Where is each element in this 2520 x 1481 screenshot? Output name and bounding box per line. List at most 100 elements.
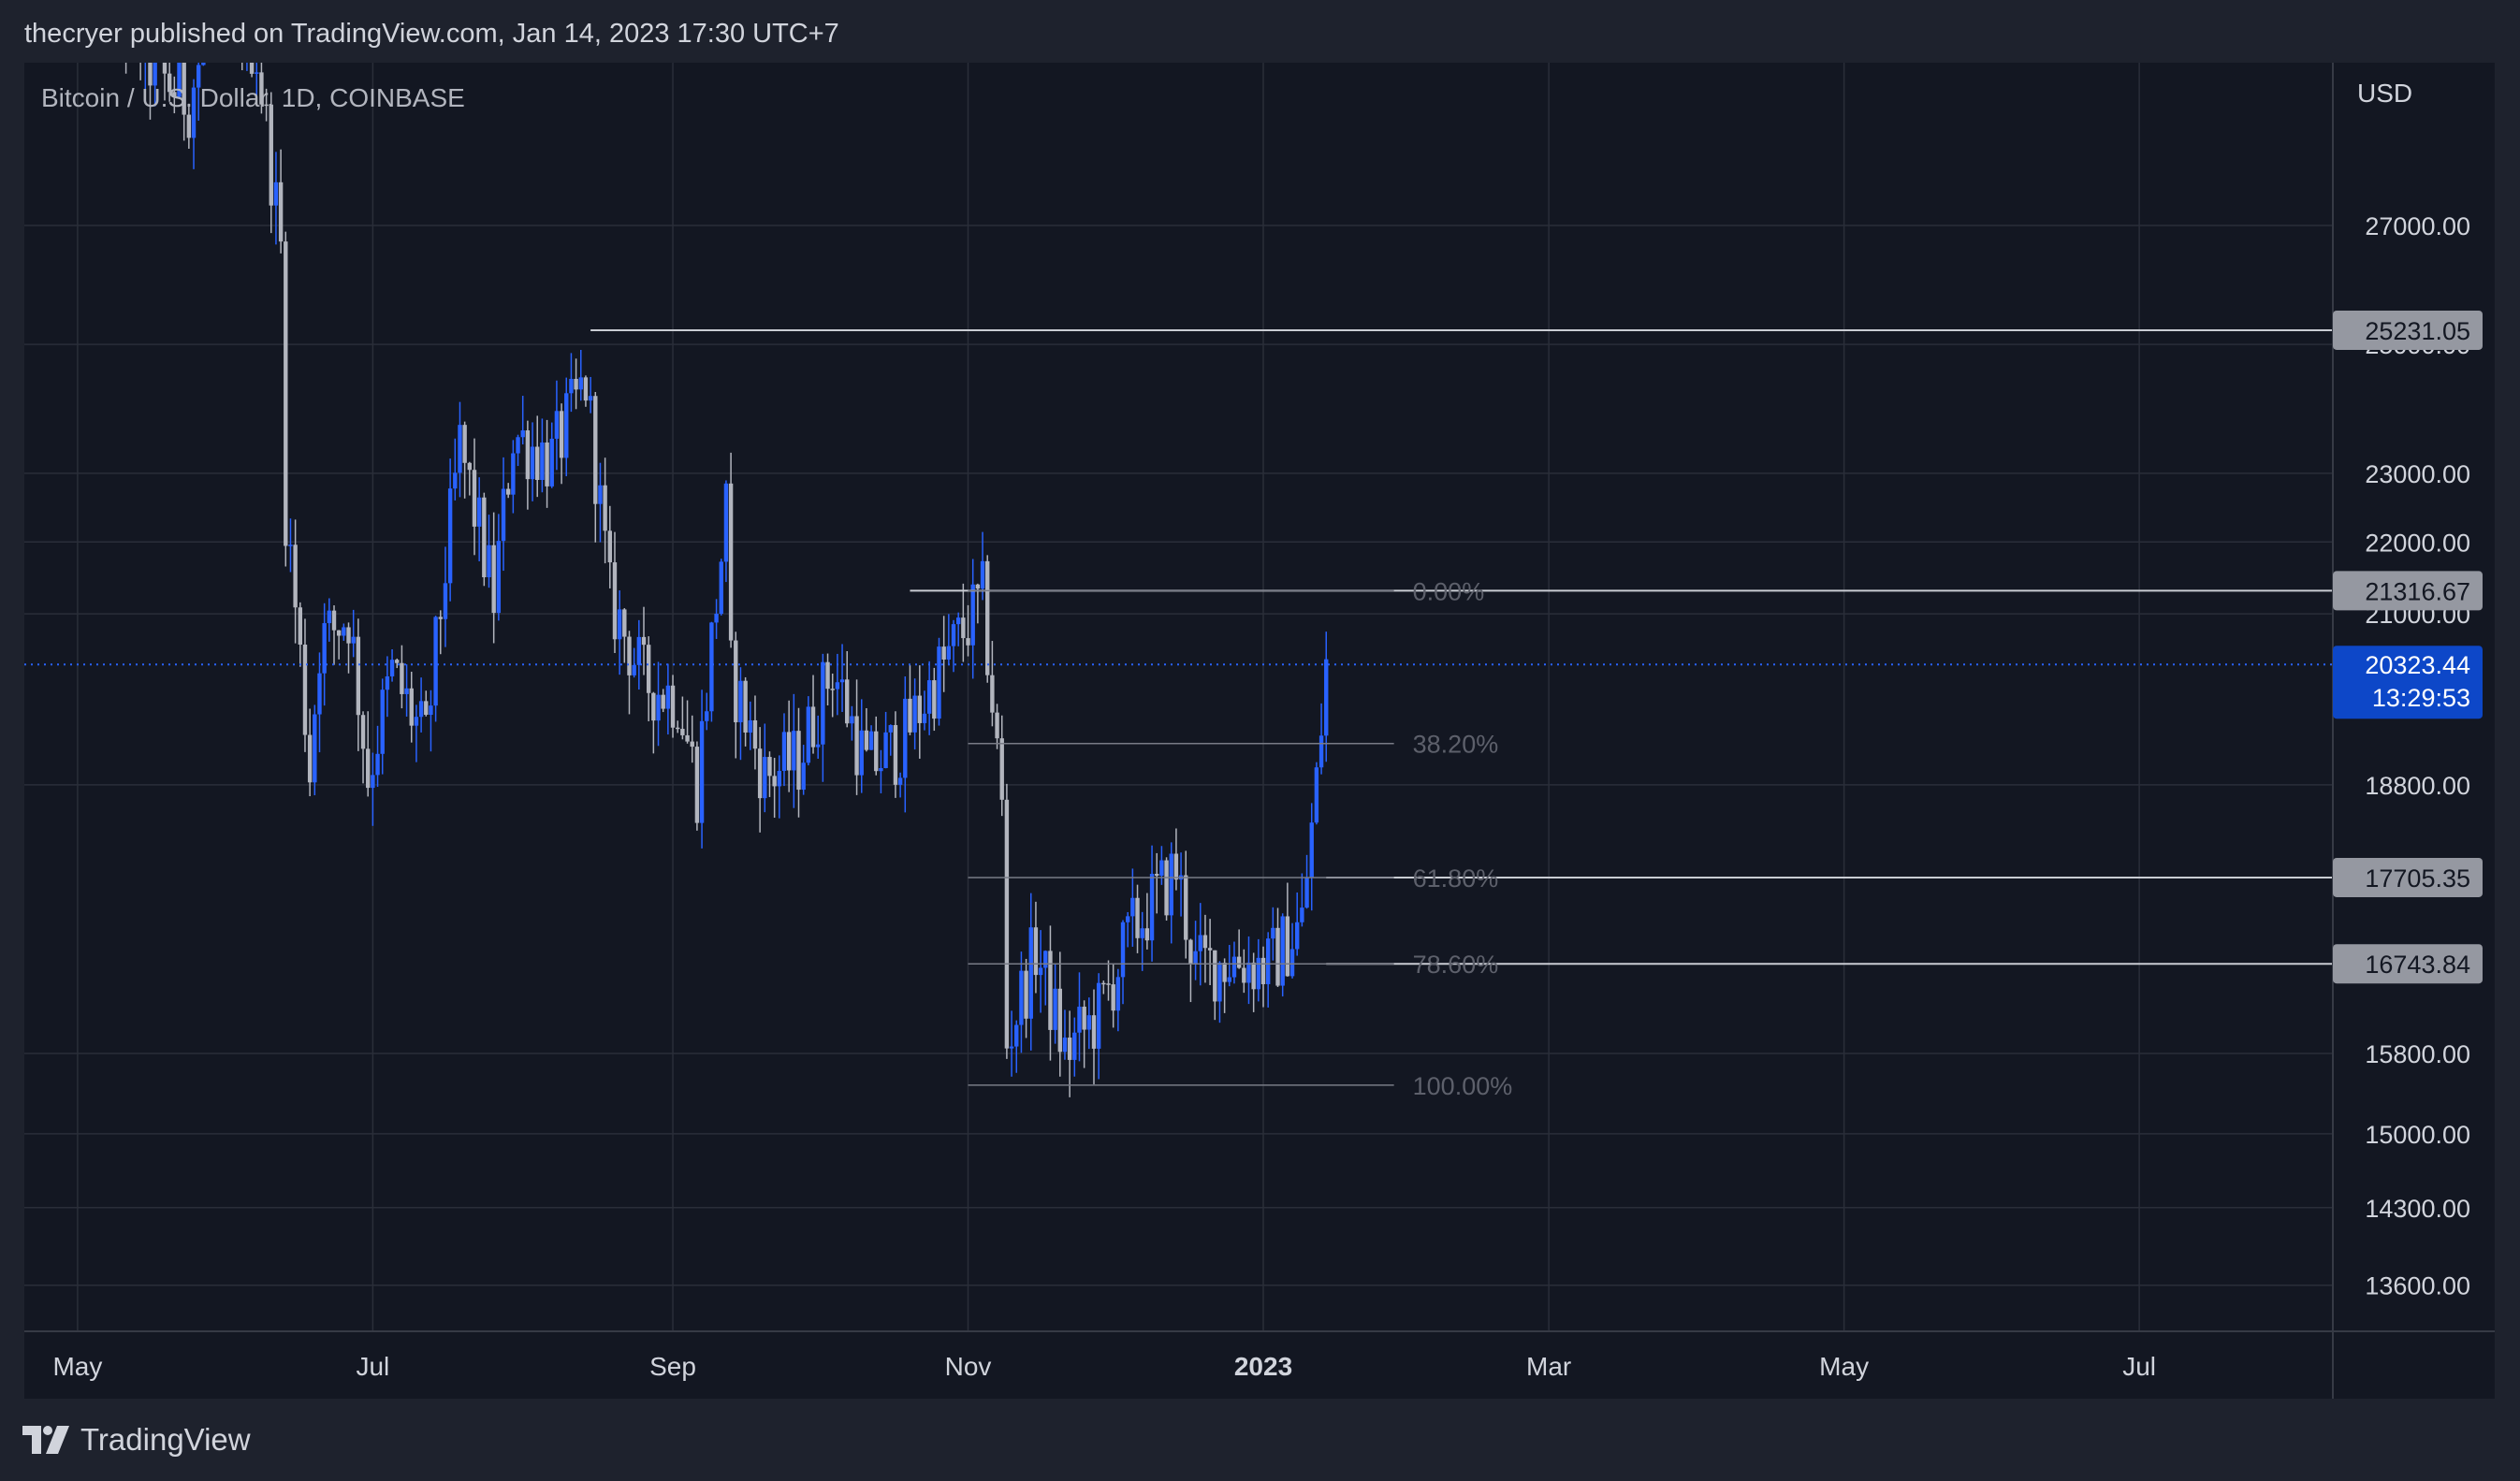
- candle-body: [835, 682, 840, 690]
- candle-body: [564, 393, 569, 458]
- candle-body: [676, 727, 680, 730]
- price-tick-label: 23000.00: [2365, 460, 2470, 488]
- candle-body: [162, 50, 168, 74]
- candle-body: [627, 636, 632, 675]
- candle-body: [1202, 935, 1208, 949]
- candle-body: [810, 706, 816, 748]
- candle-body: [859, 730, 864, 776]
- price-tag-label: 25231.05: [2365, 317, 2470, 345]
- candle-body: [578, 377, 583, 390]
- candle-body: [738, 680, 743, 723]
- candle-body: [796, 731, 801, 791]
- candle-body: [622, 609, 627, 637]
- candle-body: [603, 485, 607, 531]
- published-info: thecryer published on TradingView.com, J…: [24, 19, 839, 49]
- candle-body: [458, 425, 462, 473]
- candle-body: [734, 640, 738, 723]
- candle-body: [815, 744, 821, 748]
- candle-body: [443, 583, 448, 619]
- candle-body: [1135, 897, 1140, 938]
- candle-body: [897, 777, 903, 785]
- candle-body: [593, 396, 598, 504]
- candle-body: [530, 446, 535, 480]
- candle-body: [665, 685, 671, 709]
- candle-body: [1038, 967, 1043, 976]
- candle-body: [269, 104, 273, 206]
- candle-body: [1067, 1038, 1072, 1060]
- footer-brand[interactable]: TradingView: [22, 1415, 251, 1465]
- candle-body: [728, 483, 734, 641]
- price-tag-label: 16743.84: [2365, 951, 2470, 979]
- candle-body: [1314, 767, 1319, 823]
- price-tag: [2333, 944, 2483, 984]
- candle-body: [912, 695, 917, 733]
- candle-body: [400, 662, 404, 694]
- candle-body: [1227, 977, 1232, 982]
- candle-body: [191, 87, 197, 138]
- candle-body: [680, 729, 685, 735]
- candle-body: [371, 775, 375, 789]
- candle-body: [893, 725, 898, 785]
- candle-body: [903, 698, 908, 778]
- candle-body: [1198, 935, 1202, 951]
- candle-body: [346, 627, 351, 644]
- candle-body: [883, 732, 888, 769]
- candle-body: [429, 705, 433, 716]
- candle-body: [1251, 962, 1256, 990]
- price-tick-label: 14300.00: [2365, 1195, 2470, 1223]
- candle-body: [1144, 928, 1150, 941]
- candle-body: [331, 610, 337, 631]
- candle-body: [1057, 988, 1062, 1053]
- time-tick-label: 2023: [1234, 1352, 1292, 1381]
- candle-body: [1222, 963, 1227, 982]
- candle-body: [1318, 735, 1324, 768]
- candle-body: [535, 446, 540, 481]
- currency-label: USD: [2357, 79, 2412, 108]
- candle-body: [908, 698, 912, 733]
- candle-body: [705, 711, 709, 721]
- candle-body: [752, 719, 758, 749]
- price-tag-label: 17705.35: [2365, 864, 2470, 893]
- candle-body: [598, 485, 603, 504]
- candle-body: [719, 561, 723, 615]
- candle-body: [453, 472, 458, 489]
- candle-body: [1193, 951, 1198, 965]
- candle-body: [917, 695, 923, 723]
- candle-body: [1082, 1007, 1086, 1030]
- candle-body: [438, 617, 443, 619]
- fibonacci-retracement[interactable]: 0.00% 38.20% 61.80% 78.60% 100.00%: [968, 577, 1513, 1100]
- price-chart[interactable]: 0.00% 38.20% 61.80% 78.60% 100.00% 27000.00 2…: [24, 0, 2495, 1399]
- candle-body: [1236, 956, 1242, 968]
- candle-body: [821, 661, 825, 745]
- candle-body: [264, 104, 269, 107]
- candle-body: [1217, 963, 1222, 1002]
- candle-body: [961, 617, 966, 639]
- candle-body: [153, 48, 157, 86]
- candle-body: [781, 732, 787, 771]
- candle-body: [366, 748, 371, 789]
- candle-body: [1115, 977, 1121, 1011]
- candle-body: [177, 57, 182, 97]
- candle-body: [186, 114, 192, 138]
- candle-body: [670, 685, 676, 728]
- candle-body: [1246, 962, 1251, 983]
- chart-container[interactable]: 0.00% 38.20% 61.80% 78.60% 100.00% 27000.00 2…: [24, 0, 2495, 1399]
- time-axis[interactable]: May Jul Sep Nov 2023 Mar May Jul: [52, 1352, 2156, 1381]
- candle-body: [1184, 875, 1188, 940]
- candle-body: [201, 36, 206, 65]
- candle-body: [757, 748, 763, 799]
- candle-body: [932, 680, 937, 719]
- candle-body: [1188, 939, 1193, 965]
- fib-level-label: 61.80%: [1413, 864, 1499, 893]
- price-tick-label: 27000.00: [2365, 212, 2470, 240]
- candle-body: [763, 757, 767, 799]
- candle-body: [1275, 927, 1280, 986]
- candle-body: [501, 488, 506, 542]
- candle-body: [1033, 927, 1039, 976]
- candle-body: [830, 689, 835, 690]
- candle-body: [714, 614, 719, 623]
- candle-body: [839, 679, 845, 683]
- plot-background: [24, 63, 2333, 1399]
- candle-body: [1048, 951, 1053, 1030]
- candle-body: [1242, 967, 1246, 983]
